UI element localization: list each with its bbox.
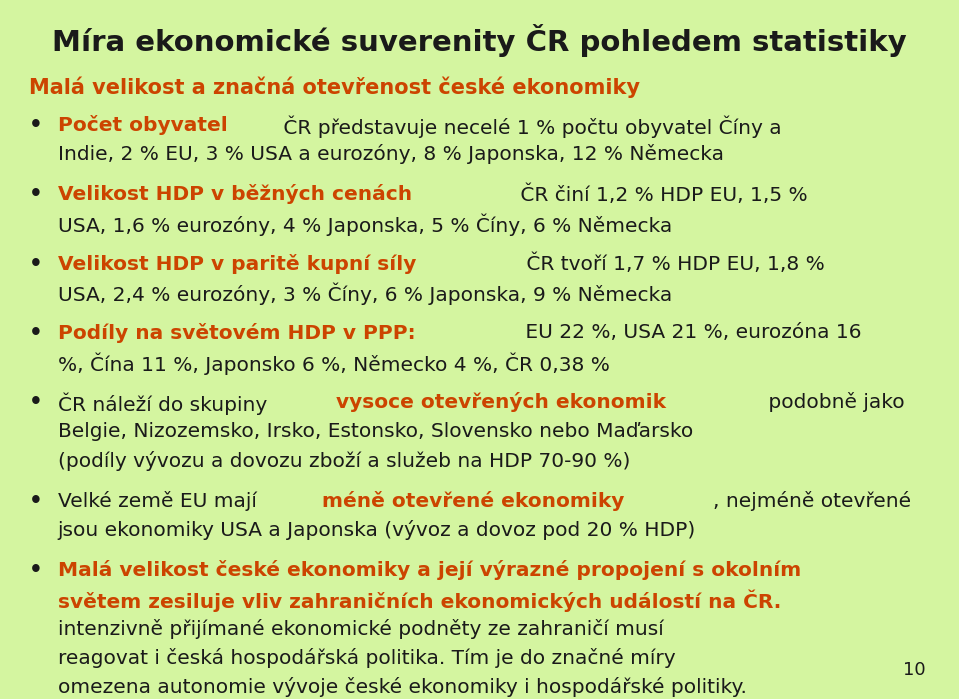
Text: %, Čína 11 %, Japonsko 6 %, Německo 4 %, ČR 0,38 %: %, Čína 11 %, Japonsko 6 %, Německo 4 %,… xyxy=(58,352,609,375)
Text: •: • xyxy=(29,115,42,135)
Text: Indie, 2 % EU, 3 % USA a eurozóny, 8 % Japonska, 12 % Německa: Indie, 2 % EU, 3 % USA a eurozóny, 8 % J… xyxy=(58,144,723,164)
Text: USA, 2,4 % eurozóny, 3 % Číny, 6 % Japonska, 9 % Německa: USA, 2,4 % eurozóny, 3 % Číny, 6 % Japon… xyxy=(58,283,672,305)
Text: •: • xyxy=(29,491,42,511)
Text: Velké země EU mají: Velké země EU mají xyxy=(58,491,263,511)
Text: •: • xyxy=(29,254,42,274)
Text: •: • xyxy=(29,392,42,412)
Text: •: • xyxy=(29,185,42,205)
Text: omezena autonomie vývoje české ekonomiky i hospodářské politiky.: omezena autonomie vývoje české ekonomiky… xyxy=(58,677,746,697)
Text: •: • xyxy=(29,323,42,343)
Text: Míra ekonomické suverenity ČR pohledem statistiky: Míra ekonomické suverenity ČR pohledem s… xyxy=(52,24,907,57)
Text: intenzivně přijímané ekonomické podněty ze zahraničí musí: intenzivně přijímané ekonomické podněty … xyxy=(58,619,664,638)
Text: ČR činí 1,2 % HDP EU, 1,5 %: ČR činí 1,2 % HDP EU, 1,5 % xyxy=(514,185,808,205)
Text: Malá velikost a značná otevřenost české ekonomiky: Malá velikost a značná otevřenost české … xyxy=(29,77,640,99)
Text: (podíly vývozu a dovozu zboží a služeb na HDP 70-90 %): (podíly vývozu a dovozu zboží a služeb n… xyxy=(58,451,630,470)
Text: podobně jako: podobně jako xyxy=(761,392,904,412)
Text: •: • xyxy=(29,561,42,580)
Text: ČR představuje necelé 1 % počtu obyvatel Číny a: ČR představuje necelé 1 % počtu obyvatel… xyxy=(276,115,782,138)
Text: 10: 10 xyxy=(902,661,925,679)
Text: ČR tvoří 1,7 % HDP EU, 1,8 %: ČR tvoří 1,7 % HDP EU, 1,8 % xyxy=(520,254,825,274)
Text: Velikost HDP v běžných cenách: Velikost HDP v běžných cenách xyxy=(58,185,411,205)
Text: reagovat i česká hospodářská politika. Tím je do značné míry: reagovat i česká hospodářská politika. T… xyxy=(58,648,675,668)
Text: světem zesiluje vliv zahraničních ekonomických událostí na ČR.: světem zesiluje vliv zahraničních ekonom… xyxy=(58,589,781,612)
Text: Velikost HDP v paritě kupní síly: Velikost HDP v paritě kupní síly xyxy=(58,254,416,274)
Text: vysoce otevřených ekonomik: vysoce otevřených ekonomik xyxy=(336,392,666,412)
Text: Belgie, Nizozemsko, Irsko, Estonsko, Slovensko nebo Maďarsko: Belgie, Nizozemsko, Irsko, Estonsko, Slo… xyxy=(58,421,692,440)
Text: Malá velikost české ekonomiky a její výrazné propojení s okolním: Malá velikost české ekonomiky a její výr… xyxy=(58,561,801,580)
Text: EU 22 %, USA 21 %, eurozóna 16: EU 22 %, USA 21 %, eurozóna 16 xyxy=(519,323,861,342)
Text: ČR náleží do skupiny: ČR náleží do skupiny xyxy=(58,392,273,415)
Text: Počet obyvatel: Počet obyvatel xyxy=(58,115,227,135)
Text: , nejméně otevřené: , nejméně otevřené xyxy=(713,491,911,511)
Text: méně otevřené ekonomiky: méně otevřené ekonomiky xyxy=(322,491,624,511)
Text: Podíly na světovém HDP v PPP:: Podíly na světovém HDP v PPP: xyxy=(58,323,415,343)
Text: USA, 1,6 % eurozóny, 4 % Japonska, 5 % Číny, 6 % Německa: USA, 1,6 % eurozóny, 4 % Japonska, 5 % Č… xyxy=(58,214,672,236)
Text: jsou ekonomiky USA a Japonska (vývoz a dovoz pod 20 % HDP): jsou ekonomiky USA a Japonska (vývoz a d… xyxy=(58,520,696,540)
